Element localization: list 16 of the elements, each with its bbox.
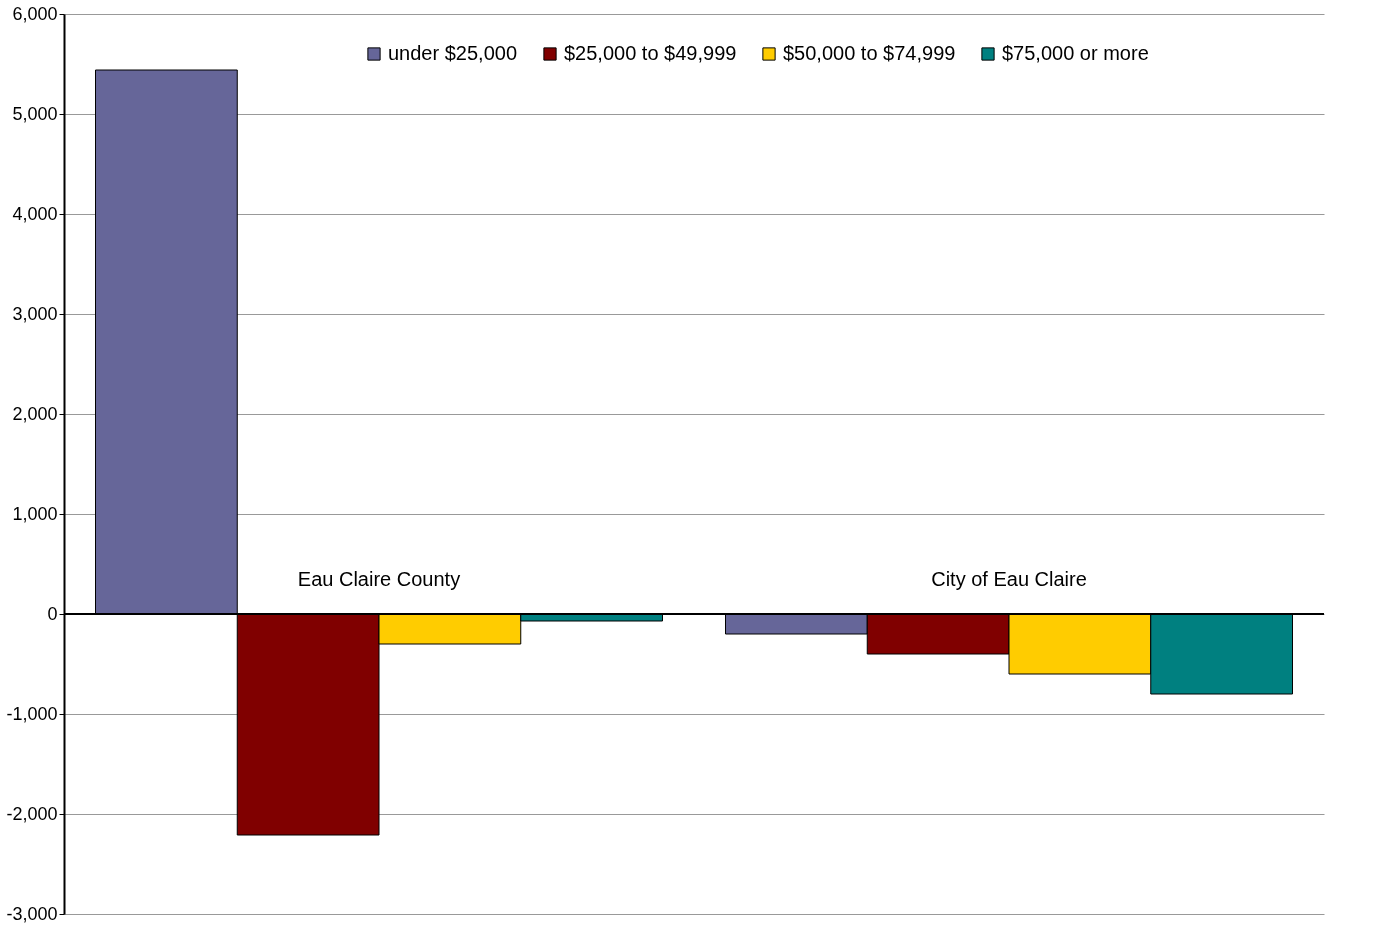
- y-tick-label: 6,000: [12, 3, 58, 24]
- x-tick-label: City of Eau Claire: [931, 568, 1087, 590]
- y-tick-label: -2,000: [6, 803, 58, 824]
- y-tick-label: 4,000: [12, 203, 58, 224]
- y-tick-label: 1,000: [12, 503, 58, 524]
- legend-label: $75,000 or more: [1002, 42, 1149, 64]
- x-tick-label: Eau Claire County: [297, 568, 461, 590]
- legend-label: $25,000 to $49,999: [564, 42, 737, 64]
- legend-label: $50,000 to $74,999: [783, 42, 956, 64]
- y-tick-label: -1,000: [6, 703, 58, 724]
- y-tick-label: 5,000: [12, 103, 58, 124]
- y-tick-label: -3,000: [6, 903, 58, 924]
- legend-label: under $25,000: [388, 42, 518, 64]
- y-tick-label: 0: [47, 603, 58, 624]
- y-tick-label: 2,000: [12, 403, 58, 424]
- y-tick-label: 3,000: [12, 303, 58, 324]
